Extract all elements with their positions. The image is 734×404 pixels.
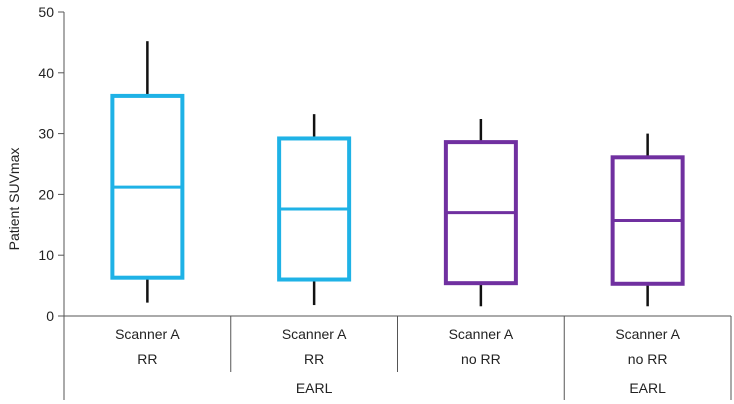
- y-tick-label: 40: [38, 65, 54, 81]
- category-label: Scanner A: [282, 326, 347, 342]
- category-label: Scanner A: [115, 326, 180, 342]
- plot-area: 0 10 20 30 40 50 Scanner A Scanner A Scanner A Sc…: [38, 4, 732, 400]
- group-label: EARL: [629, 380, 666, 396]
- category-label: Scanner A: [449, 326, 514, 342]
- category-label: no RR: [628, 351, 668, 367]
- category-label: Scanner A: [615, 326, 680, 342]
- category-label: RR: [304, 351, 324, 367]
- group-label: EARL: [296, 380, 333, 396]
- y-tick-label: 10: [38, 247, 54, 263]
- category-label: no RR: [461, 351, 501, 367]
- y-tick-label: 30: [38, 126, 54, 142]
- y-tick-label: 0: [46, 308, 54, 324]
- y-axis-title: Patient SUVmax: [6, 148, 22, 251]
- y-tick-label: 20: [38, 186, 54, 202]
- y-tick-label: 50: [38, 4, 54, 20]
- category-label: RR: [137, 351, 157, 367]
